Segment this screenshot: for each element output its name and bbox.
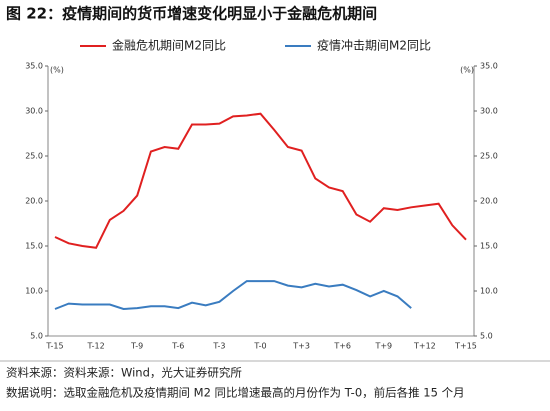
data-note: 数据说明：选取金融危机及疫情期间 M2 同比增速最高的月份作为 T-0，前后各推… — [6, 386, 465, 400]
y2-tick-label: 10.0 — [480, 287, 498, 296]
x-tick-label: T+6 — [333, 342, 351, 351]
y-tick-label: 20.0 — [25, 197, 43, 206]
x-tick-label: T-9 — [130, 342, 143, 351]
y2-unit: (%) — [460, 66, 474, 75]
legend-label: 金融危机期间M2同比 — [112, 38, 226, 53]
x-tick-label: T-3 — [212, 342, 225, 351]
x-tick-label: T+15 — [454, 342, 477, 351]
y-tick-label: 10.0 — [25, 287, 43, 296]
y2-tick-label: 25.0 — [480, 152, 498, 161]
y2-tick-label: 5.0 — [480, 332, 493, 341]
x-tick-label: T-6 — [171, 342, 184, 351]
y2-tick-label: 15.0 — [480, 242, 498, 251]
y-tick-label: 5.0 — [30, 332, 43, 341]
x-tick-label: T+3 — [292, 342, 310, 351]
source-note: 资料来源：资料来源：Wind，光大证券研究所 — [6, 366, 242, 380]
x-tick-label: T+12 — [413, 342, 436, 351]
series-line — [54, 280, 412, 311]
chart-title: 图 22：疫情期间的货币增速变化明显小于金融危机期间 — [6, 5, 377, 23]
y2-tick-label: 35.0 — [480, 62, 498, 71]
y2-tick-label: 30.0 — [480, 107, 498, 116]
y-tick-label: 15.0 — [25, 242, 43, 251]
x-tick-label: T-12 — [86, 342, 104, 351]
x-tick-label: T-15 — [45, 342, 63, 351]
y-tick-label: 35.0 — [25, 62, 43, 71]
x-tick-label: T-0 — [253, 342, 266, 351]
y-tick-label: 30.0 — [25, 107, 43, 116]
y-tick-label: 25.0 — [25, 152, 43, 161]
x-tick-label: T+9 — [374, 342, 392, 351]
y-unit: (%) — [50, 66, 64, 75]
y2-tick-label: 20.0 — [480, 197, 498, 206]
series-line — [54, 112, 467, 249]
legend-label: 疫情冲击期间M2同比 — [317, 38, 431, 53]
